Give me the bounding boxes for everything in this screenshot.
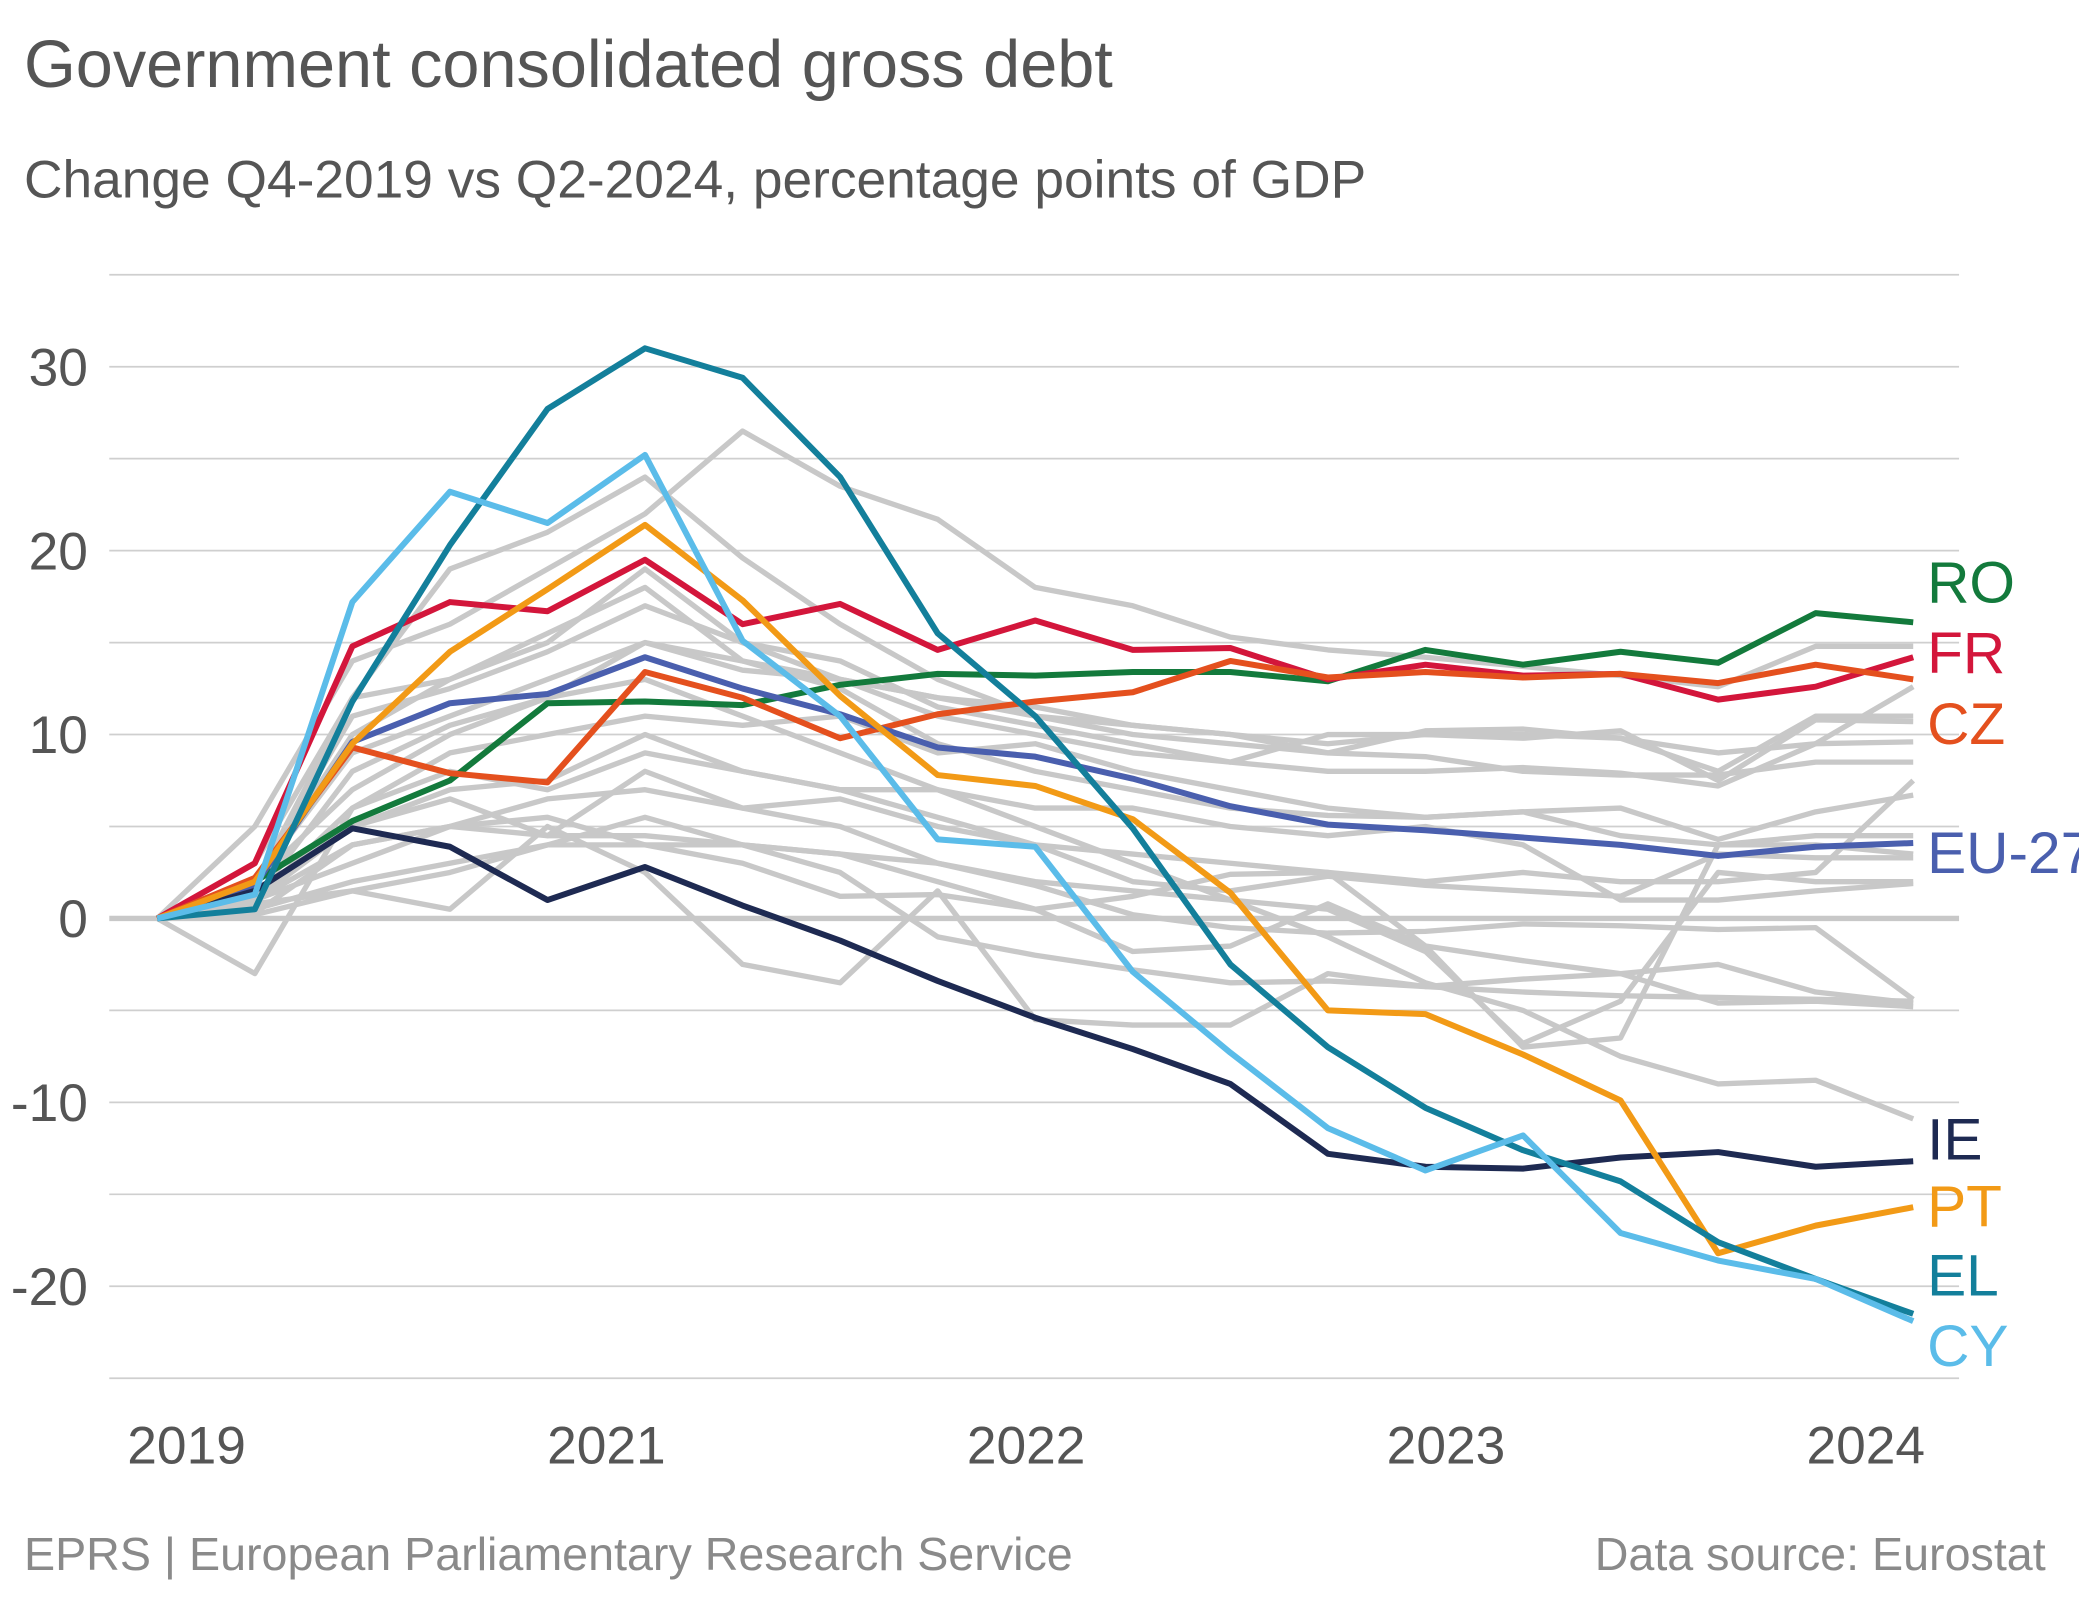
y-axis-ticks: 30 20 10 0 -10 -20 bbox=[11, 338, 88, 1317]
series-label-el: EL bbox=[1927, 1244, 1999, 1309]
x-tick-label: 2021 bbox=[547, 1417, 666, 1476]
y-tick-label: 0 bbox=[58, 890, 88, 949]
highlighted-country-lines bbox=[155, 345, 1915, 1324]
other-country-line bbox=[157, 814, 1914, 1050]
line-cy bbox=[156, 451, 1915, 1324]
x-tick-label: 2023 bbox=[1387, 1417, 1506, 1476]
line-el bbox=[156, 345, 1915, 1317]
other-country-line bbox=[156, 676, 1915, 1122]
series-label-eu-27: EU-27 bbox=[1927, 821, 2079, 886]
x-tick-label: 2022 bbox=[967, 1417, 1086, 1476]
other-country-line bbox=[156, 639, 1914, 922]
series-label-cz: CZ bbox=[1927, 692, 2005, 757]
chart-subtitle: Change Q4-2019 vs Q2-2024, percentage po… bbox=[24, 150, 1366, 209]
other-country-line bbox=[155, 713, 1914, 977]
series-label-ie: IE bbox=[1927, 1108, 1982, 1173]
line-ie bbox=[156, 825, 1914, 1172]
other-country-line bbox=[156, 814, 1914, 1004]
chart-title: Government consolidated gross debt bbox=[24, 28, 1113, 102]
series-label-ro: RO bbox=[1927, 551, 2015, 616]
x-tick-label: 2019 bbox=[127, 1417, 246, 1476]
footer-source-left: EPRS | European Parliamentary Research S… bbox=[24, 1528, 1073, 1580]
line-ro bbox=[156, 610, 1914, 922]
y-tick-label: 20 bbox=[29, 522, 88, 581]
other-country-line bbox=[156, 603, 1914, 921]
other-country-line bbox=[156, 731, 1914, 922]
line-cz bbox=[156, 657, 1914, 922]
y-tick-label: -10 bbox=[11, 1074, 88, 1133]
y-tick-label: -20 bbox=[11, 1258, 88, 1317]
series-label-pt: PT bbox=[1927, 1174, 2002, 1239]
other-country-line bbox=[156, 584, 1914, 921]
footer-source-right: Data source: Eurostat bbox=[1595, 1528, 2046, 1580]
x-tick-label: 2024 bbox=[1806, 1417, 1925, 1476]
series-label-cy: CY bbox=[1927, 1314, 2008, 1379]
line-eu-27 bbox=[156, 654, 1914, 922]
series-label-fr: FR bbox=[1927, 621, 2005, 686]
y-tick-label: 10 bbox=[29, 706, 88, 765]
other-country-line bbox=[157, 787, 1915, 1002]
x-axis-ticks: 2019 2021 2022 2023 2024 bbox=[127, 1417, 1925, 1476]
y-tick-label: 30 bbox=[29, 338, 88, 397]
line-pt bbox=[156, 521, 1914, 1257]
